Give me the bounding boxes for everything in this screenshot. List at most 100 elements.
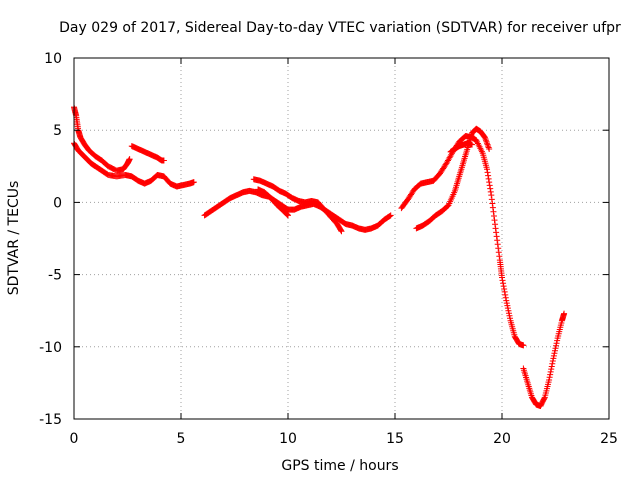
data-point: [283, 211, 290, 218]
data-series-arc-1: [71, 104, 133, 174]
data-point: [486, 145, 493, 152]
data-point: [561, 310, 568, 317]
gridlines: [74, 58, 609, 419]
data-point: [502, 294, 509, 301]
data-points: [71, 104, 568, 410]
data-point: [491, 217, 498, 224]
data-point: [500, 283, 507, 290]
data-point: [503, 300, 510, 307]
data-point: [190, 179, 197, 186]
data-series-arc-9: [447, 140, 476, 155]
data-point: [484, 169, 491, 176]
data-point: [387, 212, 394, 219]
data-series-arc-10: [520, 310, 568, 410]
data-point: [548, 363, 555, 370]
data-point: [285, 212, 291, 219]
x-tick-label: 10: [279, 431, 297, 447]
data-point: [485, 143, 492, 150]
y-tick-label: 0: [53, 195, 62, 211]
data-point: [504, 302, 511, 309]
data-point: [338, 228, 345, 235]
x-tick-label: 15: [386, 431, 404, 447]
data-point: [486, 179, 493, 186]
y-tick-labels: -15 -10 -5 0 5 10: [39, 51, 62, 428]
data-point: [494, 241, 501, 248]
y-tick-label: 5: [53, 123, 62, 139]
data-point: [548, 366, 555, 373]
data-point: [550, 355, 557, 362]
plot-frame: [73, 57, 610, 420]
data-point: [490, 208, 497, 215]
data-point: [546, 377, 553, 384]
y-tick-label: -5: [48, 268, 62, 284]
data-point: [501, 288, 508, 295]
data-point: [284, 211, 291, 218]
y-tick-label: -15: [39, 412, 62, 428]
data-point: [337, 227, 344, 234]
data-point: [520, 342, 527, 349]
x-tick-label: 0: [70, 431, 79, 447]
data-point: [505, 307, 512, 314]
data-series-arc-4: [201, 187, 394, 233]
x-tick-labels: 0 5 10 15 20 25: [70, 431, 618, 447]
data-point: [492, 221, 499, 228]
x-tick-label: 5: [177, 431, 186, 447]
data-point: [126, 156, 133, 163]
data-point: [541, 395, 548, 402]
data-point: [506, 312, 513, 319]
data-series-arc-2: [71, 140, 197, 190]
data-point: [499, 277, 506, 284]
data-point: [469, 141, 476, 148]
x-tick-label: 20: [493, 431, 511, 447]
chart-title: Day 029 of 2017, Sidereal Day-to-day VTE…: [59, 20, 621, 36]
y-tick-label: 10: [44, 51, 62, 67]
data-point: [551, 350, 558, 357]
data-point: [484, 140, 491, 147]
data-point: [486, 182, 493, 189]
data-point: [507, 315, 514, 322]
data-point: [484, 141, 491, 148]
data-point: [488, 192, 495, 199]
data-point: [500, 280, 507, 287]
data-point: [502, 291, 509, 298]
data-point: [483, 138, 490, 145]
data-point: [549, 358, 556, 365]
data-series-arc-3: [128, 143, 167, 164]
data-point: [551, 347, 558, 354]
y-axis-label: SDTVAR / TECUs: [6, 181, 22, 296]
data-point: [495, 245, 502, 252]
data-point: [487, 185, 494, 192]
data-point: [554, 337, 561, 344]
data-point: [493, 233, 500, 240]
data-series-arc-5: [250, 176, 345, 235]
data-point: [553, 342, 560, 349]
data-series-arc-6: [255, 186, 291, 219]
x-tick-label: 25: [600, 431, 618, 447]
data-point: [550, 352, 557, 359]
y-tick-label: -10: [39, 340, 62, 356]
data-point: [547, 368, 554, 375]
data-point: [485, 172, 492, 179]
data-point: [496, 253, 503, 260]
data-point: [494, 237, 501, 244]
data-point: [492, 225, 499, 232]
data-point: [160, 157, 167, 164]
data-point: [482, 135, 489, 142]
data-series-arc-8: [413, 125, 493, 232]
axis-ticks: [73, 57, 610, 420]
data-point: [499, 274, 505, 281]
data-point: [386, 212, 393, 219]
data-point: [481, 134, 488, 141]
data-point: [501, 286, 508, 293]
data-point: [495, 249, 502, 256]
data-point: [547, 371, 554, 378]
x-axis-label: GPS time / hours: [281, 458, 398, 474]
data-point: [549, 360, 556, 367]
data-point: [487, 188, 494, 195]
data-point: [489, 204, 496, 211]
data-point: [493, 229, 500, 236]
data-point: [504, 305, 511, 312]
data-point: [505, 310, 512, 317]
data-point: [482, 137, 489, 144]
